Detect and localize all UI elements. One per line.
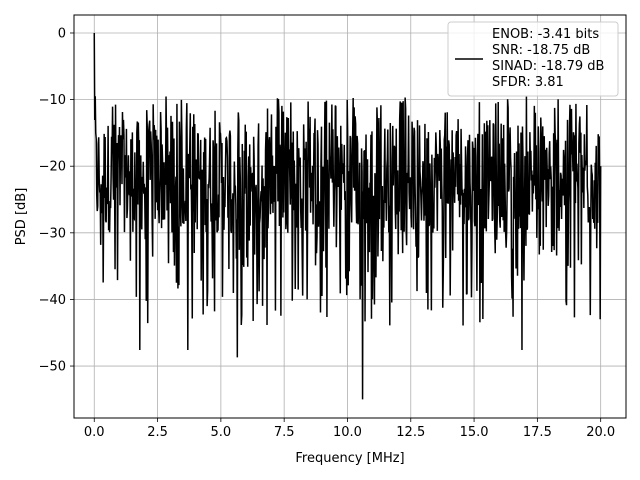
y-tick-label: −50 [39, 360, 66, 375]
x-tick-label: 17.5 [523, 425, 552, 440]
y-tick-label: −20 [39, 160, 66, 175]
x-tick-label: 5.0 [211, 425, 232, 440]
x-tick-label: 15.0 [460, 425, 489, 440]
legend-line-4: SFDR: 3.81 [492, 75, 564, 90]
x-tick-label: 12.5 [396, 425, 425, 440]
axis-ticks: 0.0 2.5 5.0 7.5 10.0 12.5 15.0 17.5 20.0 0 −10 −20 −… [39, 26, 616, 440]
series-layer [93, 32, 602, 400]
x-axis-title: Frequency [MHz] [295, 451, 404, 466]
legend-line-3: SINAD: -18.79 dB [492, 59, 604, 74]
legend-line-1: ENOB: -3.41 bits [492, 27, 599, 42]
legend-box [447, 21, 619, 97]
y-tick-label: −10 [39, 93, 66, 108]
x-tick-label: 2.5 [147, 425, 168, 440]
x-tick-label: 20.0 [586, 425, 615, 440]
y-tick-label: −30 [39, 226, 66, 241]
legend: ENOB: -3.41 bits SNR: -18.75 dB SINAD: -18… [447, 21, 619, 97]
x-tick-label: 0.0 [84, 425, 105, 440]
legend-label: ENOB: -3.41 bits SNR: -18.75 dB SINAD: -18… [492, 27, 604, 90]
psd-series-line [93, 32, 602, 400]
y-tick-label: −40 [39, 293, 66, 308]
plot-area-frame [73, 14, 627, 419]
y-axis-title: PSD [dB] [14, 188, 29, 246]
x-tick-label: 7.5 [274, 425, 295, 440]
x-tick-label: 10.0 [333, 425, 362, 440]
y-tick-label: 0 [58, 26, 66, 41]
legend-line-2: SNR: -18.75 dB [492, 43, 590, 58]
